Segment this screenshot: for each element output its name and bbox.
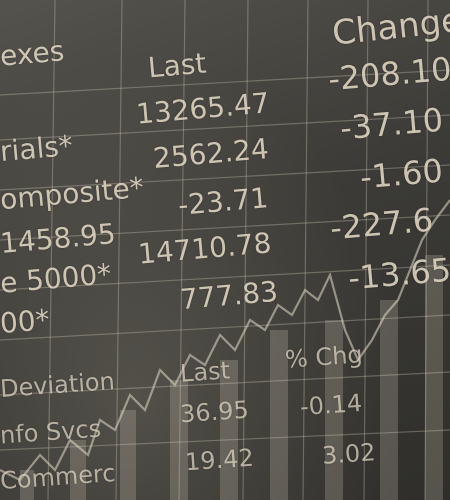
row-5-change: -13.65 (346, 250, 450, 298)
header-indexes: exes (0, 34, 66, 73)
lower-row-3-pct: 3.02 (321, 438, 377, 470)
lower-row-1-name: Deviation (0, 367, 116, 403)
lower-row-2-pct: -0.14 (299, 388, 364, 422)
row-2-change: -37.10 (338, 100, 445, 148)
header-last: Last (146, 46, 208, 85)
header2-last: Last (179, 356, 231, 388)
row-3-change: -1.60 (358, 151, 445, 197)
header2-pct: % Chg (284, 340, 364, 374)
lower-row-3-last: 19.42 (184, 443, 255, 477)
row-1-name: rials* (0, 128, 75, 169)
row-5-last: 777.83 (178, 274, 280, 317)
row-4-change: -227.6 (328, 200, 435, 248)
row-3-last: -23.71 (176, 181, 270, 222)
lower-row-2-last: 36.95 (179, 395, 250, 429)
row-5-name: 00* (0, 302, 51, 341)
lower-row-2-name: nfo Svcs (0, 414, 102, 450)
row-1-change: -208.10 (326, 49, 450, 99)
